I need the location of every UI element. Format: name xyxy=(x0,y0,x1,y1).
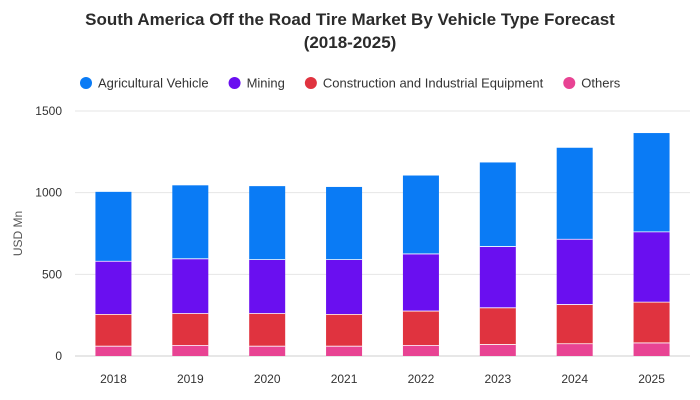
legend-swatch-construction-and-industrial-equipment xyxy=(304,77,317,89)
y-tick-label-500: 500 xyxy=(42,267,62,281)
legend-label-others: Others xyxy=(581,76,621,91)
bars xyxy=(95,133,670,356)
bar-others-2023 xyxy=(479,344,516,356)
bar-mining-2019 xyxy=(172,258,209,314)
bar-others-2025 xyxy=(633,342,670,356)
bar-construction-and-industrial-equipment-2022 xyxy=(402,311,439,346)
bar-others-2019 xyxy=(172,345,209,356)
bar-construction-and-industrial-equipment-2025 xyxy=(633,302,670,343)
bar-mining-2023 xyxy=(479,246,516,308)
bar-agricultural-vehicle-2018 xyxy=(95,191,132,262)
bar-agricultural-vehicle-2024 xyxy=(556,147,593,240)
chart-title-line-2: (2018-2025) xyxy=(303,33,397,52)
bar-mining-2020 xyxy=(249,259,286,314)
x-tick-label-2023: 2023 xyxy=(484,372,511,386)
bar-others-2022 xyxy=(402,345,439,356)
x-tick-label-2024: 2024 xyxy=(561,372,588,386)
legend-label-construction-and-industrial-equipment: Construction and Industrial Equipment xyxy=(323,76,544,91)
bar-mining-2021 xyxy=(326,259,363,315)
bar-others-2024 xyxy=(556,343,593,356)
x-tick-label-2021: 2021 xyxy=(331,372,358,386)
bar-construction-and-industrial-equipment-2020 xyxy=(249,313,286,347)
gridlines xyxy=(75,110,690,357)
bar-construction-and-industrial-equipment-2021 xyxy=(326,314,363,347)
legend-label-mining: Mining xyxy=(247,76,285,91)
bar-agricultural-vehicle-2020 xyxy=(249,186,286,260)
bar-others-2020 xyxy=(249,346,286,356)
x-tick-label-2022: 2022 xyxy=(408,372,435,386)
bar-others-2021 xyxy=(326,346,363,356)
legend-swatch-agricultural-vehicle xyxy=(80,77,92,89)
x-tick-label-2019: 2019 xyxy=(177,372,204,386)
x-tick-label-2018: 2018 xyxy=(100,372,127,386)
bar-others-2018 xyxy=(95,346,132,356)
legend-swatch-others xyxy=(563,77,576,89)
x-axis-ticks: 2018 2019 2020 2021 2022 2023 2024 2025 xyxy=(100,372,665,386)
bar-agricultural-vehicle-2022 xyxy=(402,175,439,254)
bar-construction-and-industrial-equipment-2024 xyxy=(556,304,593,344)
bar-agricultural-vehicle-2025 xyxy=(633,133,670,232)
x-tick-label-2020: 2020 xyxy=(254,372,281,386)
bar-mining-2018 xyxy=(95,261,132,315)
bar-construction-and-industrial-equipment-2023 xyxy=(479,307,516,345)
legend-label-agricultural-vehicle: Agricultural Vehicle xyxy=(98,76,209,91)
y-axis-title: USD Mn xyxy=(11,211,25,256)
legend-swatch-mining xyxy=(228,77,241,89)
y-tick-label-0: 0 xyxy=(55,349,62,363)
bar-mining-2025 xyxy=(633,231,670,303)
bar-agricultural-vehicle-2019 xyxy=(172,185,209,259)
y-tick-label-1000: 1000 xyxy=(35,186,62,200)
y-axis-ticks: 0 500 1000 1500 xyxy=(35,104,62,363)
chart-title-line-1: South America Off the Road Tire Market B… xyxy=(85,10,615,29)
bar-mining-2022 xyxy=(402,253,439,312)
bar-agricultural-vehicle-2021 xyxy=(326,186,363,260)
x-tick-label-2025: 2025 xyxy=(638,372,665,386)
y-tick-label-1500: 1500 xyxy=(35,104,62,118)
bar-agricultural-vehicle-2023 xyxy=(479,162,516,247)
legend: Agricultural Vehicle Mining Construction a… xyxy=(80,76,621,91)
chart-title: South America Off the Road Tire Market B… xyxy=(0,8,700,54)
bar-construction-and-industrial-equipment-2018 xyxy=(95,314,132,347)
bar-construction-and-industrial-equipment-2019 xyxy=(172,313,209,346)
bar-mining-2024 xyxy=(556,239,593,305)
